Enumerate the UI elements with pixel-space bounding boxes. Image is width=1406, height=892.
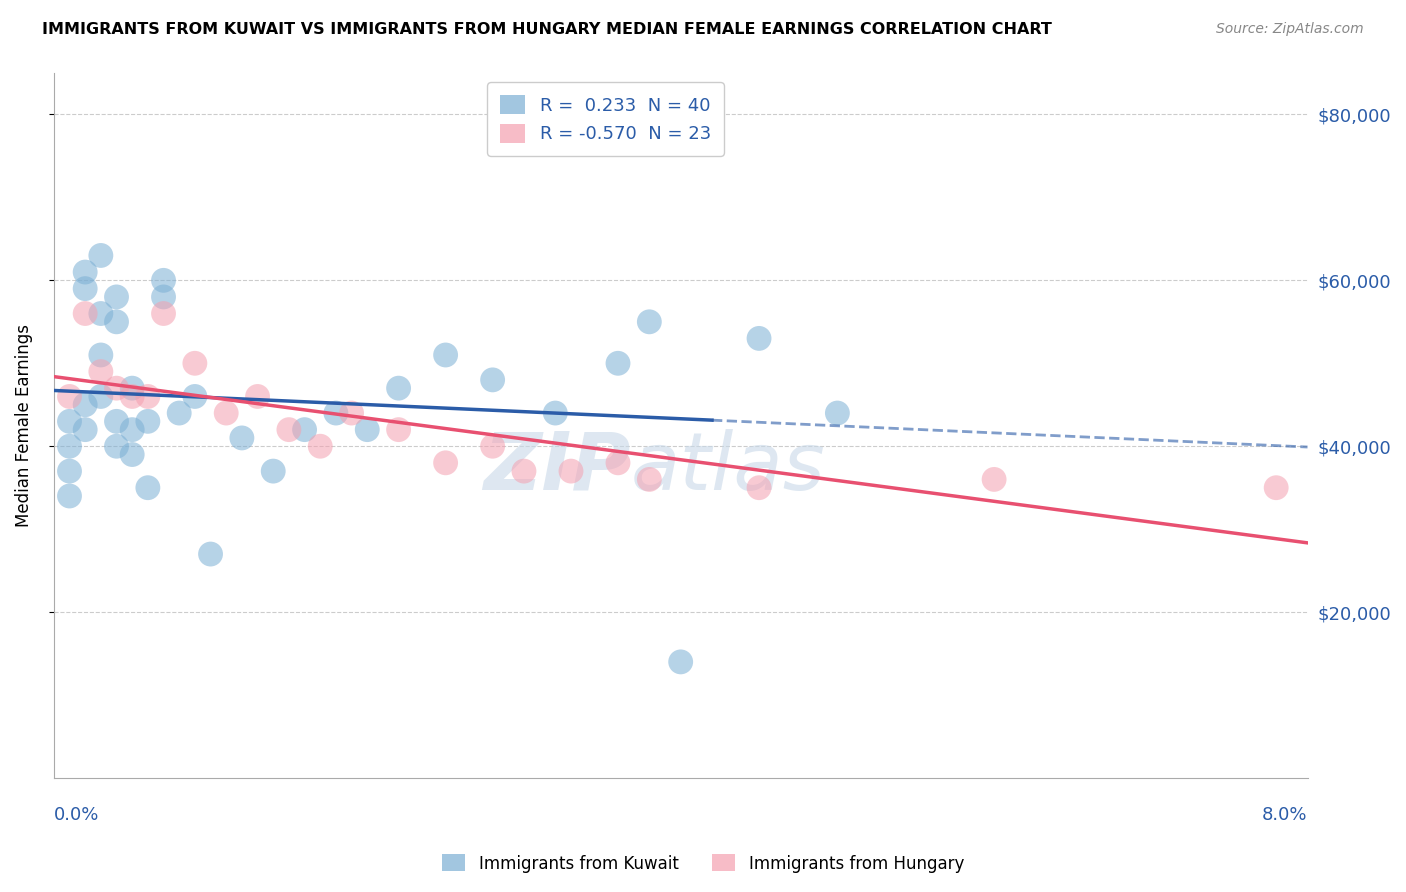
Point: [90, 389, 112, 403]
Point: [167, 406, 190, 420]
Point: [309, 439, 332, 453]
Point: [121, 389, 143, 403]
Point: [325, 406, 347, 420]
Point: [90, 306, 112, 320]
Point: [340, 406, 363, 420]
Point: [231, 431, 253, 445]
Point: [58, 439, 80, 453]
Point: [58, 389, 80, 403]
Text: 0.0%: 0.0%: [53, 806, 100, 824]
Point: [75, 282, 97, 296]
Text: IMMIGRANTS FROM KUWAIT VS IMMIGRANTS FROM HUNGARY MEDIAN FEMALE EARNINGS CORRELA: IMMIGRANTS FROM KUWAIT VS IMMIGRANTS FRO…: [42, 22, 1052, 37]
Point: [58, 464, 80, 478]
Point: [105, 381, 128, 395]
Point: [560, 464, 582, 478]
Point: [75, 423, 97, 437]
Point: [75, 306, 97, 320]
Point: [184, 389, 207, 403]
Point: [75, 398, 97, 412]
Legend: Immigrants from Kuwait, Immigrants from Hungary: Immigrants from Kuwait, Immigrants from …: [436, 847, 970, 880]
Point: [481, 439, 503, 453]
Point: [152, 290, 174, 304]
Point: [356, 423, 378, 437]
Point: [481, 373, 503, 387]
Point: [184, 356, 207, 370]
Point: [669, 655, 692, 669]
Point: [90, 248, 112, 262]
Point: [246, 389, 269, 403]
Point: [607, 456, 630, 470]
Point: [607, 356, 630, 370]
Point: [152, 306, 174, 320]
Point: [262, 464, 284, 478]
Point: [434, 456, 457, 470]
Point: [136, 389, 159, 403]
Point: [638, 472, 661, 486]
Point: [136, 414, 159, 428]
Point: [90, 365, 112, 379]
Point: [983, 472, 1005, 486]
Point: [58, 414, 80, 428]
Point: [827, 406, 849, 420]
Point: [105, 439, 128, 453]
Point: [121, 381, 143, 395]
Point: [90, 348, 112, 362]
Text: Source: ZipAtlas.com: Source: ZipAtlas.com: [1216, 22, 1364, 37]
Point: [58, 489, 80, 503]
Point: [152, 273, 174, 287]
Point: [1265, 481, 1288, 495]
Point: [277, 423, 299, 437]
Point: [544, 406, 567, 420]
Point: [136, 481, 159, 495]
Legend: R =  0.233  N = 40, R = -0.570  N = 23: R = 0.233 N = 40, R = -0.570 N = 23: [488, 82, 724, 156]
Point: [121, 448, 143, 462]
Point: [748, 481, 770, 495]
Text: atlas: atlas: [630, 429, 825, 507]
Point: [200, 547, 222, 561]
Y-axis label: Median Female Earnings: Median Female Earnings: [15, 324, 32, 527]
Point: [513, 464, 536, 478]
Point: [434, 348, 457, 362]
Point: [121, 423, 143, 437]
Point: [387, 381, 409, 395]
Text: 8.0%: 8.0%: [1263, 806, 1308, 824]
Point: [75, 265, 97, 279]
Point: [105, 290, 128, 304]
Point: [748, 331, 770, 345]
Point: [387, 423, 409, 437]
Point: [294, 423, 316, 437]
Text: ZIP: ZIP: [484, 429, 630, 507]
Point: [105, 414, 128, 428]
Point: [105, 315, 128, 329]
Point: [638, 315, 661, 329]
Point: [215, 406, 238, 420]
